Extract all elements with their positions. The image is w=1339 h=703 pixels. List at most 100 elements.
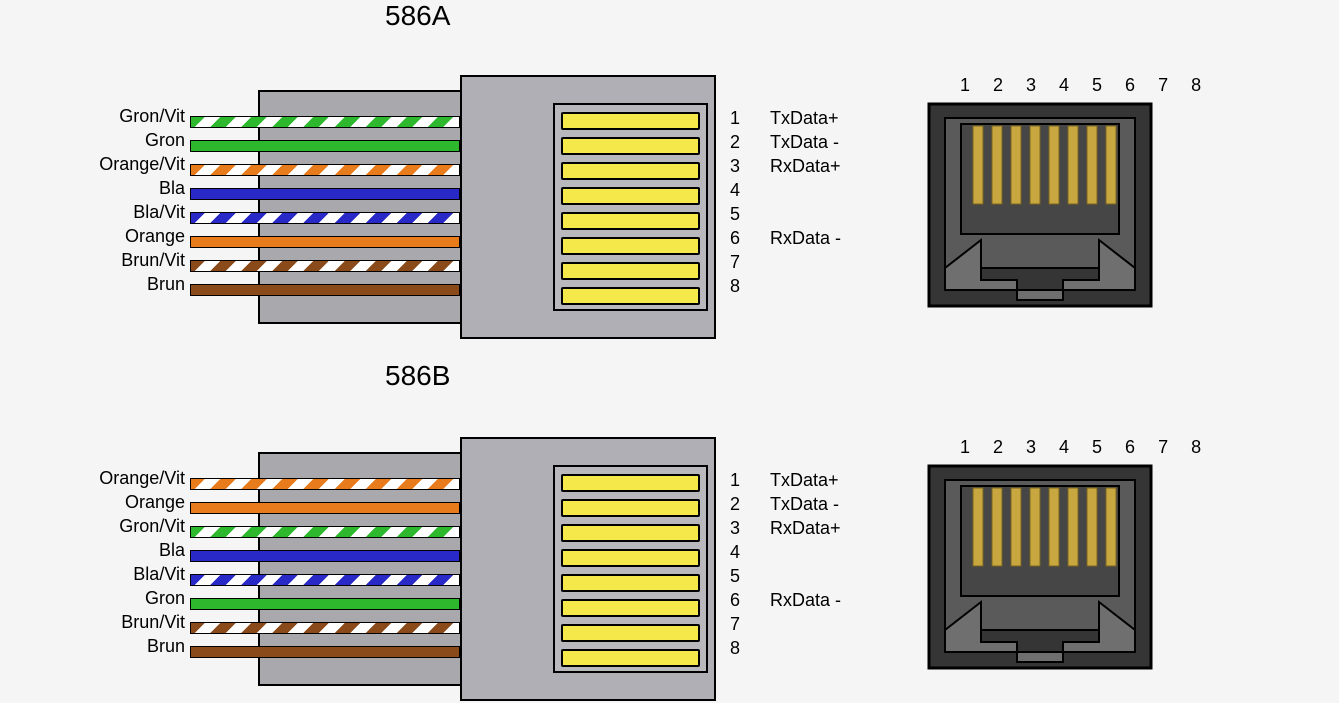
- wire-row: [190, 182, 460, 206]
- wire-row: [190, 254, 460, 278]
- pin-number: 6: [730, 590, 760, 614]
- pin-number: 8: [730, 276, 760, 300]
- pin-number: 3: [730, 156, 760, 180]
- contact-pin: [561, 649, 700, 667]
- wire-label: Brun: [55, 276, 185, 300]
- wire: [190, 574, 460, 586]
- signal-label: [770, 638, 880, 662]
- contact-pin: [561, 499, 700, 517]
- contact-pin: [561, 162, 700, 180]
- signal-labels: TxData+TxData -RxData+ RxData -: [770, 470, 880, 662]
- wire-label: Bla: [55, 180, 185, 204]
- wire: [190, 284, 460, 296]
- signal-label: TxData+: [770, 108, 880, 132]
- wire-row: [190, 230, 460, 254]
- contact-pin: [561, 624, 700, 642]
- wire-row: [190, 278, 460, 302]
- contact-pin: [561, 599, 700, 617]
- pin-number: 4: [730, 180, 760, 204]
- wire: [190, 502, 460, 514]
- pin-number: 7: [730, 252, 760, 276]
- signal-labels: TxData+TxData -RxData+ RxData -: [770, 108, 880, 300]
- contact-pin: [561, 137, 700, 155]
- signal-label: [770, 566, 880, 590]
- wire: [190, 164, 460, 176]
- wire: [190, 622, 460, 634]
- wire-row: [190, 134, 460, 158]
- signal-label: [770, 180, 880, 204]
- signal-label: TxData -: [770, 494, 880, 518]
- signal-label: TxData -: [770, 132, 880, 156]
- wire-row: [190, 472, 460, 496]
- wire: [190, 260, 460, 272]
- pin-number: 8: [730, 638, 760, 662]
- standard-title: 586A: [385, 0, 450, 32]
- pin-number: 1: [730, 108, 760, 132]
- pin-number: 7: [730, 614, 760, 638]
- wires: [190, 472, 460, 664]
- connector-contacts: [553, 465, 708, 673]
- wire-row: [190, 568, 460, 592]
- signal-label: RxData -: [770, 228, 880, 252]
- wire-label: Brun/Vit: [55, 252, 185, 276]
- pin-number: 4: [730, 542, 760, 566]
- wire-labels: Gron/VitGronOrange/VitBlaBla/VitOrangeBr…: [55, 108, 185, 300]
- pin-numbers: 12345678: [730, 470, 760, 662]
- wire: [190, 140, 460, 152]
- wire-label: Orange/Vit: [55, 470, 185, 494]
- contact-pin: [561, 112, 700, 130]
- standard-title: 586B: [385, 360, 450, 392]
- pin-number: 1: [730, 470, 760, 494]
- pin-number: 6: [730, 228, 760, 252]
- wire: [190, 646, 460, 658]
- wire-label: Brun/Vit: [55, 614, 185, 638]
- pin-number: 5: [730, 566, 760, 590]
- contact-pin: [561, 549, 700, 567]
- contact-pin: [561, 474, 700, 492]
- wire-label: Gron/Vit: [55, 518, 185, 542]
- pin-number: 3: [730, 518, 760, 542]
- wire: [190, 550, 460, 562]
- wire-row: [190, 496, 460, 520]
- signal-label: TxData+: [770, 470, 880, 494]
- rj45-jack-icon: [925, 462, 1155, 672]
- wire-row: [190, 640, 460, 664]
- contact-pin: [561, 212, 700, 230]
- wire-label: Brun: [55, 638, 185, 662]
- wire: [190, 236, 460, 248]
- contact-pin: [561, 237, 700, 255]
- signal-label: RxData+: [770, 156, 880, 180]
- signal-label: [770, 252, 880, 276]
- wire: [190, 212, 460, 224]
- wire-row: [190, 616, 460, 640]
- pin-number: 2: [730, 494, 760, 518]
- rj45-jack: [925, 100, 1155, 315]
- wire-label: Bla/Vit: [55, 566, 185, 590]
- wire-label: Bla/Vit: [55, 204, 185, 228]
- signal-label: RxData+: [770, 518, 880, 542]
- pin-number: 5: [730, 204, 760, 228]
- wire-row: [190, 520, 460, 544]
- wire-label: Orange: [55, 228, 185, 252]
- wire-label: Orange/Vit: [55, 156, 185, 180]
- wire-label: Orange: [55, 494, 185, 518]
- contact-pin: [561, 574, 700, 592]
- rj45-jack-icon: [925, 100, 1155, 310]
- signal-label: [770, 542, 880, 566]
- wire-label: Gron/Vit: [55, 108, 185, 132]
- wire-label: Gron: [55, 590, 185, 614]
- signal-label: [770, 614, 880, 638]
- wire: [190, 598, 460, 610]
- wire-row: [190, 544, 460, 568]
- wire-label: Gron: [55, 132, 185, 156]
- wire-row: [190, 158, 460, 182]
- wire-label: Bla: [55, 542, 185, 566]
- contact-pin: [561, 287, 700, 305]
- wire: [190, 188, 460, 200]
- signal-label: RxData -: [770, 590, 880, 614]
- signal-label: [770, 276, 880, 300]
- wire: [190, 478, 460, 490]
- pin-number: 2: [730, 132, 760, 156]
- connector-contacts: [553, 103, 708, 311]
- wire-row: [190, 206, 460, 230]
